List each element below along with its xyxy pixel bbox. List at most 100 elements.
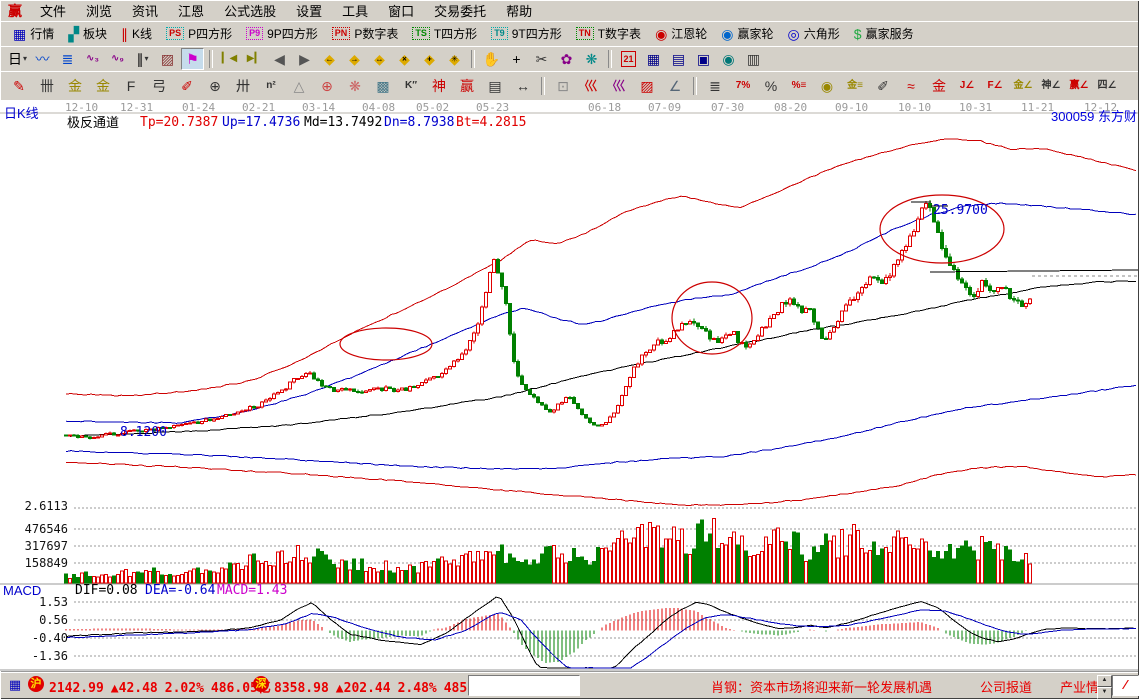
ying-angle-tool[interactable]: 赢∠ [1066,73,1092,98]
n2-ruler[interactable]: n² [258,73,284,98]
ticker-spinner[interactable]: ▲ ▼ [1097,675,1112,699]
marker-pen[interactable]: ✐ [174,73,200,98]
wave-lines-tool[interactable]: ≈ [898,73,924,98]
menu-设置[interactable]: 设置 [296,4,323,19]
menu-浏览[interactable]: 浏览 [86,4,113,19]
menu-江恩[interactable]: 江恩 [178,4,205,19]
gann-circle[interactable]: ⊕ [314,73,340,98]
sectors-button[interactable]: ▞ 板块 [61,23,114,44]
gann-compass[interactable]: ⊕ [202,73,228,98]
gold-angle-tool[interactable]: 金∠ [1010,73,1036,98]
angle-lines[interactable]: ∠ [662,73,688,98]
gann-wheel-button[interactable]: ◉ 江恩轮 [648,23,714,44]
period-label[interactable]: 日K线 [4,106,39,121]
f10-info-button[interactable]: ≣ [56,48,79,70]
info-button[interactable]: ∕ [1112,675,1139,696]
zoom-star-button[interactable]: ◆ ✳ [443,48,466,70]
shanghai-badge[interactable]: 沪 [28,676,44,692]
percent-tool[interactable]: % [758,73,784,98]
menu-窗口[interactable]: 窗口 [388,4,415,19]
gold-ruler-b[interactable]: 金 [90,73,116,98]
calendar-button[interactable]: 21 [617,48,640,70]
market-grid-button[interactable]: ▦ [5,675,25,694]
overlay-9-button[interactable]: ∿₉ [106,48,129,70]
ying-ruler[interactable]: 赢 [454,73,480,98]
menu-公式选股[interactable]: 公式选股 [224,4,277,19]
menu-资讯[interactable]: 资讯 [132,4,159,19]
spider-web[interactable]: ❋ [342,73,368,98]
drag-hand-button[interactable]: ✋ [480,48,503,70]
crosshair-button[interactable]: + [505,48,528,70]
p-number-table-button[interactable]: PN P数字表 [325,23,406,44]
fan-red[interactable]: 巛 [578,73,604,98]
si-angle-tool[interactable]: 四∠ [1094,73,1120,98]
zoom-left-button[interactable]: ◆ ← [318,48,341,70]
brain-tool-button[interactable]: ❋ [580,48,603,70]
zoom-x-button[interactable]: ◆ × [393,48,416,70]
count-ruler[interactable]: ▤ [482,73,508,98]
winner-service-button[interactable]: $ 赢家服务 [847,23,921,44]
cut-data-button[interactable]: ✂ [530,48,553,70]
fan-grid[interactable]: ▨ [634,73,660,98]
grid-web[interactable]: ▩ [370,73,396,98]
gold-red-tool[interactable]: 金 [926,73,952,98]
print-button[interactable]: ▥ [742,48,765,70]
macd-panel-title[interactable]: MACD [3,583,42,598]
menu-文件[interactable]: 文件 [40,4,67,19]
fan-purple[interactable]: 巛 [606,73,632,98]
j-angle-tool[interactable]: J∠ [954,73,980,98]
calculator-button[interactable]: ▦ [642,48,665,70]
news-link-company[interactable]: 公司报道 [980,680,1033,695]
first-page-button[interactable]: ▎◀ [218,48,241,70]
indicator-name[interactable]: 极反通道 [67,115,120,130]
quotes-button[interactable]: ▦ 行情 [6,23,61,44]
candle-style-button-dropdown-icon[interactable]: ▾ [144,54,149,63]
zoom-h-button[interactable]: ◆ ↔ [368,48,391,70]
t-number-table-button[interactable]: TN T数字表 [569,23,648,44]
p9-square-button[interactable]: P9 9P四方形 [239,23,325,44]
draw-line-button[interactable]: ⚑ [181,47,204,70]
last-page-button[interactable]: ▶▎ [243,48,266,70]
gold-circle-tool[interactable]: ◉ [814,73,840,98]
gold-lines-tool[interactable]: 金≡ [842,73,868,98]
percent-7[interactable]: 7% [730,73,756,98]
kline-button[interactable]: ∥ K线 [114,23,159,44]
period-day-button-dropdown-icon[interactable]: ▾ [22,54,27,63]
mirror-tool[interactable]: △ [286,73,312,98]
fib-ruler[interactable]: F [118,73,144,98]
shen-ruler[interactable]: 神 [426,73,452,98]
stock-symbol-label[interactable]: 300059 东方财富 [1051,110,1138,123]
overlay-3-button[interactable]: ∿₃ [81,48,104,70]
zoom-plus-button[interactable]: ◆ + [418,48,441,70]
scale-ruler[interactable]: ≣ [702,73,728,98]
t-square-button[interactable]: TS T四方形 [405,23,484,44]
box-tool[interactable]: ⊡ [550,73,576,98]
shen-angle-tool[interactable]: 神∠ [1038,73,1064,98]
percent-lines[interactable]: %≡ [786,73,812,98]
zoom-right-button[interactable]: ◆ → [343,48,366,70]
candle-style-button[interactable]: ∥ ▾ [131,48,154,70]
gold-ruler-a[interactable]: 金 [62,73,88,98]
menu-交易委托[interactable]: 交易委托 [434,4,487,19]
notepad-button[interactable]: ▤ [667,48,690,70]
save-button[interactable]: ▣ [692,48,715,70]
news-ticker[interactable]: 肖钢：资本市场将迎来新一轮发展机遇 [711,680,933,695]
spinner-up-icon[interactable]: ▲ [1097,675,1112,687]
web-save-button[interactable]: ◉ [717,48,740,70]
prev-page-button[interactable]: ◀ [268,48,291,70]
p-square-button[interactable]: PS P四方形 [159,23,239,44]
t9-square-button[interactable]: T9 9T四方形 [484,23,569,44]
stock-code-input[interactable] [468,675,580,696]
hexagon-button[interactable]: ◎ 六角形 [781,23,847,44]
gann-tool-button[interactable]: ✿ [555,48,578,70]
spiral-ruler[interactable]: 弓 [146,73,172,98]
period-day-button[interactable]: 日 ▾ [6,48,29,70]
gann-grid-ruler[interactable]: 卌 [34,73,60,98]
width-measure[interactable]: ↔ [510,73,536,98]
pen-tool[interactable]: ✎ [6,73,32,98]
compress-chart-button[interactable]: 〰 [31,48,54,70]
plain-ruler[interactable]: 卅 [230,73,256,98]
k-count-tool[interactable]: K″ [398,73,424,98]
shenzhen-badge[interactable]: 深 [253,676,269,692]
ink-tool[interactable]: ✐ [870,73,896,98]
